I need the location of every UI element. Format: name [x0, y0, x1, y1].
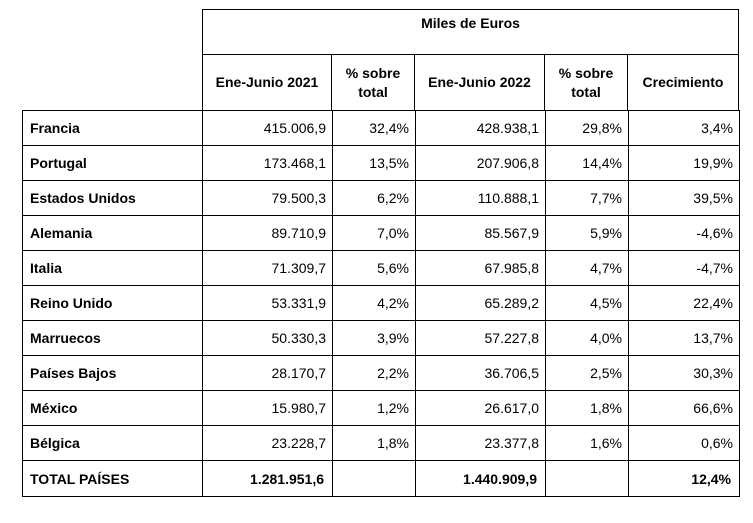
pct-2021-cell: 7,0% — [332, 215, 416, 251]
growth-cell: -4,7% — [628, 250, 740, 286]
growth-cell: 30,3% — [628, 355, 740, 391]
value-2022-cell: 23.377,8 — [415, 425, 546, 461]
country-cell: Francia — [22, 110, 203, 146]
group-header-miles-de-euros: Miles de Euros — [202, 9, 739, 55]
col-header-pct-2022: % sobre total — [544, 54, 628, 111]
pct-2022-cell: 1,6% — [545, 425, 629, 461]
growth-cell: -4,6% — [628, 215, 740, 251]
growth-cell: 39,5% — [628, 180, 740, 216]
growth-cell: 0,6% — [628, 425, 740, 461]
pct-2022-cell: 2,5% — [545, 355, 629, 391]
table-row: México 15.980,7 1,2% 26.617,0 1,8% 66,6% — [22, 390, 740, 426]
col-header-ene-junio-2021: Ene-Junio 2021 — [202, 54, 332, 111]
value-2022-cell: 57.227,8 — [415, 320, 546, 356]
table-row: Portugal 173.468,1 13,5% 207.906,8 14,4%… — [22, 145, 740, 181]
total-growth-cell: 12,4% — [628, 460, 740, 497]
pct-2021-cell: 13,5% — [332, 145, 416, 181]
country-cell: Portugal — [22, 145, 203, 181]
value-2022-cell: 67.985,8 — [415, 250, 546, 286]
pct-2022-cell: 5,9% — [545, 215, 629, 251]
value-2022-cell: 207.906,8 — [415, 145, 546, 181]
growth-cell: 13,7% — [628, 320, 740, 356]
total-label-cell: TOTAL PAÍSES — [22, 460, 203, 497]
country-cell: México — [22, 390, 203, 426]
pct-2022-cell: 4,5% — [545, 285, 629, 321]
pct-2021-cell: 32,4% — [332, 110, 416, 146]
pct-2022-cell: 7,7% — [545, 180, 629, 216]
value-2021-cell: 71.309,7 — [202, 250, 333, 286]
col-header-pct-2021-label: % sobre total — [345, 64, 401, 100]
col-header-crecimiento: Crecimiento — [627, 54, 739, 111]
pct-2022-cell: 4,7% — [545, 250, 629, 286]
country-cell: Alemania — [22, 215, 203, 251]
pct-2021-cell: 4,2% — [332, 285, 416, 321]
growth-cell: 19,9% — [628, 145, 740, 181]
country-cell: Marruecos — [22, 320, 203, 356]
growth-cell: 66,6% — [628, 390, 740, 426]
pct-2022-cell: 29,8% — [545, 110, 629, 146]
pct-2022-cell: 4,0% — [545, 320, 629, 356]
table-row: Alemania 89.710,9 7,0% 85.567,9 5,9% -4,… — [22, 215, 740, 251]
total-2021-cell: 1.281.951,6 — [202, 460, 333, 497]
growth-cell: 22,4% — [628, 285, 740, 321]
country-cell: Estados Unidos — [22, 180, 203, 216]
table-row: Marruecos 50.330,3 3,9% 57.227,8 4,0% 13… — [22, 320, 740, 356]
pct-2021-cell: 1,8% — [332, 425, 416, 461]
value-2021-cell: 89.710,9 — [202, 215, 333, 251]
pct-2021-cell: 2,2% — [332, 355, 416, 391]
value-2022-cell: 26.617,0 — [415, 390, 546, 426]
table-row: Países Bajos 28.170,7 2,2% 36.706,5 2,5%… — [22, 355, 740, 391]
country-cell: Bélgica — [22, 425, 203, 461]
value-2021-cell: 50.330,3 — [202, 320, 333, 356]
table-row: Estados Unidos 79.500,3 6,2% 110.888,1 7… — [22, 180, 740, 216]
value-2022-cell: 65.289,2 — [415, 285, 546, 321]
total-pct-2022-cell — [545, 460, 629, 497]
total-pct-2021-cell — [332, 460, 416, 497]
col-header-ene-junio-2022: Ene-Junio 2022 — [414, 54, 545, 111]
value-2021-cell: 28.170,7 — [202, 355, 333, 391]
value-2022-cell: 36.706,5 — [415, 355, 546, 391]
total-2022-cell: 1.440.909,9 — [415, 460, 546, 497]
col-header-pct-2022-label: % sobre total — [558, 64, 614, 100]
pct-2022-cell: 1,8% — [545, 390, 629, 426]
pct-2021-cell: 3,9% — [332, 320, 416, 356]
col-header-pct-2021: % sobre total — [331, 54, 415, 111]
pct-2022-cell: 14,4% — [545, 145, 629, 181]
table-row: Italia 71.309,7 5,6% 67.985,8 4,7% -4,7% — [22, 250, 740, 286]
country-cell: Países Bajos — [22, 355, 203, 391]
value-2021-cell: 15.980,7 — [202, 390, 333, 426]
pct-2021-cell: 6,2% — [332, 180, 416, 216]
country-cell: Italia — [22, 250, 203, 286]
value-2021-cell: 53.331,9 — [202, 285, 333, 321]
table-row: Bélgica 23.228,7 1,8% 23.377,8 1,6% 0,6% — [22, 425, 740, 461]
table-row: Reino Unido 53.331,9 4,2% 65.289,2 4,5% … — [22, 285, 740, 321]
value-2022-cell: 85.567,9 — [415, 215, 546, 251]
value-2021-cell: 79.500,3 — [202, 180, 333, 216]
value-2021-cell: 173.468,1 — [202, 145, 333, 181]
country-cell: Reino Unido — [22, 285, 203, 321]
value-2021-cell: 415.006,9 — [202, 110, 333, 146]
table-row: Francia 415.006,9 32,4% 428.938,1 29,8% … — [22, 110, 740, 146]
growth-cell: 3,4% — [628, 110, 740, 146]
total-row: TOTAL PAÍSES 1.281.951,6 1.440.909,9 12,… — [22, 460, 740, 497]
data-table: Francia 415.006,9 32,4% 428.938,1 29,8% … — [22, 110, 740, 497]
pct-2021-cell: 1,2% — [332, 390, 416, 426]
value-2022-cell: 110.888,1 — [415, 180, 546, 216]
pct-2021-cell: 5,6% — [332, 250, 416, 286]
value-2021-cell: 23.228,7 — [202, 425, 333, 461]
value-2022-cell: 428.938,1 — [415, 110, 546, 146]
